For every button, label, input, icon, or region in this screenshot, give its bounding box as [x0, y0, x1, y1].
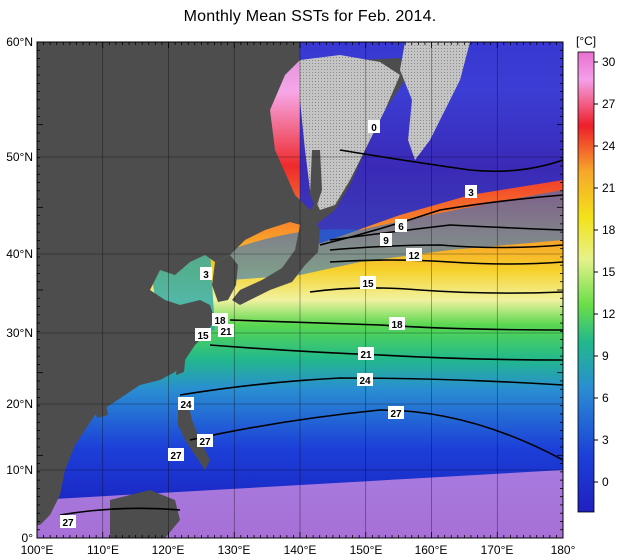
transition-water — [230, 190, 563, 280]
isotherms — [59, 149, 563, 516]
frame-ticks — [36, 41, 564, 539]
iso-label-18-ecs: 18 — [212, 313, 228, 327]
lat-label-10: 10°N — [6, 463, 33, 477]
colorbar-tick-label: 3 — [602, 433, 609, 447]
isotherm-27 — [189, 409, 563, 461]
isotherm-0 — [339, 149, 563, 173]
lat-label-20: 20°N — [6, 397, 33, 411]
colorbar-tick-label: 21 — [602, 181, 616, 195]
isotherm-24 — [179, 377, 563, 396]
iso-label-12: 12 — [406, 248, 422, 262]
iso-label-3: 3 — [465, 185, 477, 199]
colorbar-unit: [°C] — [576, 34, 596, 48]
colorbar-tick-label: 12 — [602, 307, 616, 321]
isotherm-labels: 0 3 6 9 12 15 18 21 24 27 3 18 15 21 24 … — [60, 120, 477, 529]
isotherm-18 — [229, 319, 563, 331]
lon-label-160: 160°E — [415, 543, 448, 557]
iso-label-24: 24 — [357, 373, 373, 387]
map-title: Monthly Mean SSTs for Feb. 2014. — [183, 8, 437, 25]
svg-text:15: 15 — [197, 331, 209, 342]
svg-text:9: 9 — [383, 236, 389, 247]
iso-label-18: 18 — [389, 317, 405, 331]
svg-text:6: 6 — [398, 222, 404, 233]
iso-label-0: 0 — [368, 120, 380, 134]
colorbar-tick-label: 6 — [602, 391, 609, 405]
lon-label-180: 180° — [551, 543, 576, 557]
kamchatka-landmass — [400, 42, 470, 160]
svg-text:3: 3 — [468, 188, 474, 199]
svg-text:18: 18 — [214, 316, 226, 327]
taiwan-landmass — [176, 352, 186, 375]
svg-text:27: 27 — [199, 437, 211, 448]
colorbar-tick-label: 0 — [602, 475, 609, 489]
hainan-landmass — [95, 405, 108, 418]
isotherm-9 — [329, 244, 563, 251]
iso-label-15-ecs: 15 — [195, 328, 211, 342]
isotherm-27-south — [59, 507, 181, 516]
okhotsk-sea-ice — [300, 55, 400, 210]
iso-label-24-scs: 24 — [178, 397, 194, 411]
colorbar-tick-label: 9 — [602, 349, 609, 363]
svg-text:27: 27 — [390, 409, 402, 420]
iso-label-21-ecs: 21 — [218, 324, 234, 338]
iso-label-27: 27 — [388, 406, 404, 420]
svg-text:27: 27 — [170, 451, 182, 462]
iso-label-27-ph: 27 — [168, 448, 184, 462]
lon-label-110: 110°E — [87, 543, 119, 557]
lat-label-50: 50°N — [6, 150, 33, 164]
lat-label-40: 40°N — [6, 247, 33, 261]
colorbar-tick-label: 18 — [602, 223, 616, 237]
isotherm-21 — [209, 344, 563, 361]
sakhalin-landmass — [310, 150, 322, 208]
lon-label-170: 170°E — [481, 543, 514, 557]
isotherm-6 — [329, 224, 563, 241]
svg-text:0: 0 — [371, 123, 377, 134]
colorbar-tick-label: 24 — [602, 139, 616, 153]
lon-label-120: 120°E — [152, 543, 185, 557]
korea-landmass — [212, 255, 238, 302]
lon-label-100: 100°E — [21, 543, 54, 557]
colorbar-gradient — [577, 51, 595, 513]
latitude-labels: 60°N 50°N 40°N 30°N 20°N 10°N 0° — [6, 35, 33, 545]
iso-label-15: 15 — [360, 276, 376, 290]
colorbar-tick-label: 15 — [602, 265, 616, 279]
lat-label-0: 0° — [22, 531, 34, 545]
svg-text:18: 18 — [391, 320, 403, 331]
longitude-labels: 100°E 110°E 120°E 130°E 140°E 150°E 160°… — [21, 543, 576, 557]
svg-text:21: 21 — [220, 327, 232, 338]
lon-label-130: 130°E — [218, 543, 251, 557]
svg-text:15: 15 — [362, 279, 374, 290]
isotherm-3 — [319, 194, 563, 246]
iso-label-9: 9 — [380, 233, 392, 247]
isotherm-12 — [329, 259, 563, 265]
colorbar-tick-label: 30 — [602, 55, 616, 69]
philippines-landmass — [178, 402, 210, 470]
lat-label-30: 30°N — [6, 326, 33, 340]
graticule — [37, 42, 563, 538]
svg-text:27: 27 — [62, 518, 74, 529]
svg-text:24: 24 — [180, 400, 192, 411]
iso-label-27-luzon: 27 — [197, 434, 213, 448]
lon-label-140: 140°E — [284, 543, 317, 557]
svg-text:21: 21 — [360, 350, 372, 361]
iso-label-21: 21 — [358, 347, 374, 361]
iso-label-6: 6 — [395, 219, 407, 233]
isotherm-15 — [309, 287, 563, 294]
borneo-landmass — [110, 490, 180, 538]
svg-text:3: 3 — [203, 270, 209, 281]
lat-label-60: 60°N — [6, 35, 33, 49]
japan-landmass — [232, 215, 320, 305]
colorbar-tick-label: 27 — [602, 97, 616, 111]
svg-text:12: 12 — [408, 251, 420, 262]
lon-label-150: 150°E — [350, 543, 383, 557]
svg-text:24: 24 — [359, 376, 371, 387]
iso-label-27-south: 27 — [60, 515, 76, 529]
iso-label-3-yellow-sea: 3 — [200, 267, 212, 281]
